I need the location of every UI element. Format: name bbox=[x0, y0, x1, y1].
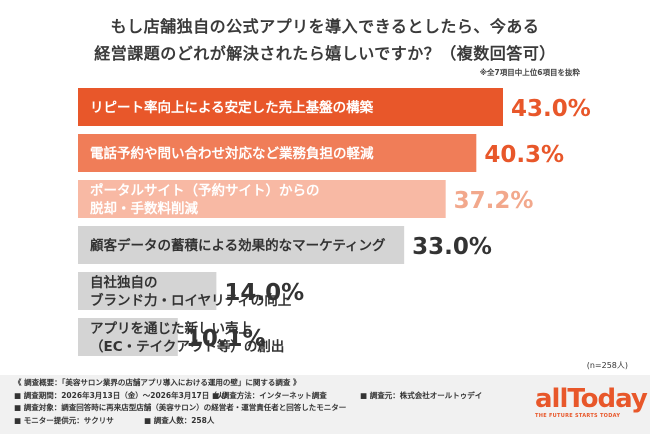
footer-line-4: ■ モニター提供元：サクリサ ■ 調査人数：258人 bbox=[14, 415, 534, 428]
bar-6-category-label-line-1: アプリを通じた新しい売上 bbox=[90, 320, 252, 337]
footer-survey-title: 《 調査概要：「美容サロン業界の店舗アプリ導入における運用の壁」に関する調査 》 bbox=[14, 378, 301, 387]
bar-5-category-label-line-2: ブランド力・ロイヤリティの向上 bbox=[90, 292, 292, 309]
footer-monitor-provider: ■ モニター提供元：サクリサ bbox=[14, 415, 114, 425]
footer-survey-target: ■ 調査対象：調査回答時に再来店型店舗（美容サロン）の経営者・運営責任者と回答し… bbox=[14, 403, 347, 412]
bar-1-value-label: 43.0% bbox=[511, 96, 591, 122]
bar-2-category-label-line-1: 電話予約や問い合わせ対応など業務負担の軽減 bbox=[90, 145, 374, 162]
bar-6-value-label: 10.1% bbox=[186, 326, 266, 352]
bar-5 bbox=[78, 272, 217, 310]
bar-5-category-label-line-1: 自社独自の bbox=[90, 274, 158, 291]
logo-wordmark: allToday bbox=[535, 384, 648, 414]
bar-chart: リピート率向上による安定した売上基盤の構築 43.0% 電話予約や問い合わせ対応など… bbox=[78, 88, 591, 356]
bar-3-category-label-line-1: ポータルサイト（予約サイト）からの bbox=[90, 182, 320, 199]
chart-title-line2: 経営課題のどれが解決されたら嬉しいですか？（複数回答可） bbox=[94, 44, 556, 63]
bar-6 bbox=[78, 318, 178, 356]
bar-4-category-label-line-1: 顧客データの蓄積による効果的なマーケティング bbox=[90, 237, 386, 254]
bar-1 bbox=[78, 88, 503, 126]
bar-3 bbox=[78, 180, 446, 218]
bar-3-category-label-line-2: 脱却・手数料削減 bbox=[90, 200, 198, 217]
bar-2-value-label: 40.3% bbox=[484, 142, 564, 168]
bar-2 bbox=[78, 134, 477, 172]
bar-4 bbox=[78, 226, 405, 264]
footer-line-1: 《 調査概要：「美容サロン業界の店舗アプリ導入における運用の壁」に関する調査 》 bbox=[14, 377, 534, 390]
footer-respondents: ■ 調査人数：258人 bbox=[144, 415, 215, 425]
bar-3-value-label: 37.2% bbox=[454, 188, 534, 214]
chart-title-line1: もし店舗独自の公式アプリを導入できるとしたら、今ある bbox=[110, 17, 540, 36]
footer-line-3: ■ 調査対象：調査回答時に再来店型店舗（美容サロン）の経営者・運営責任者と回答し… bbox=[14, 402, 534, 415]
footer-survey-source: ■ 調査元：株式会社オールトゥデイ bbox=[360, 390, 483, 400]
logo-tagline: THE FUTURE STARTS TODAY bbox=[535, 413, 621, 419]
sample-size-label: (n=258人) bbox=[586, 361, 628, 370]
survey-footer: 《 調査概要：「美容サロン業界の店舗アプリ導入における運用の壁」に関する調査 》… bbox=[14, 377, 534, 427]
footer-line-2: ■ 調査期間：2026年3月13日（金）〜2026年3月17日（火） ■ 調査方… bbox=[14, 390, 534, 403]
bar-5-value-label: 14.0% bbox=[224, 280, 304, 306]
footer-survey-method: ■ 調査方法：インターネット調査 bbox=[212, 390, 327, 400]
chart-note: ※全7項目中上位6項目を抜粋 bbox=[479, 68, 580, 77]
bar-4-value-label: 33.0% bbox=[412, 234, 492, 260]
footer-survey-period: ■ 調査期間：2026年3月13日（金）〜2026年3月17日（火） bbox=[14, 390, 232, 400]
bar-6-category-label-line-2: （EC・テイクアウト等）の創出 bbox=[90, 338, 284, 355]
alltoday-logo: allToday THE FUTURE STARTS TODAY bbox=[535, 384, 648, 426]
bar-1-category-label-line-1: リピート率向上による安定した売上基盤の構築 bbox=[90, 99, 374, 116]
